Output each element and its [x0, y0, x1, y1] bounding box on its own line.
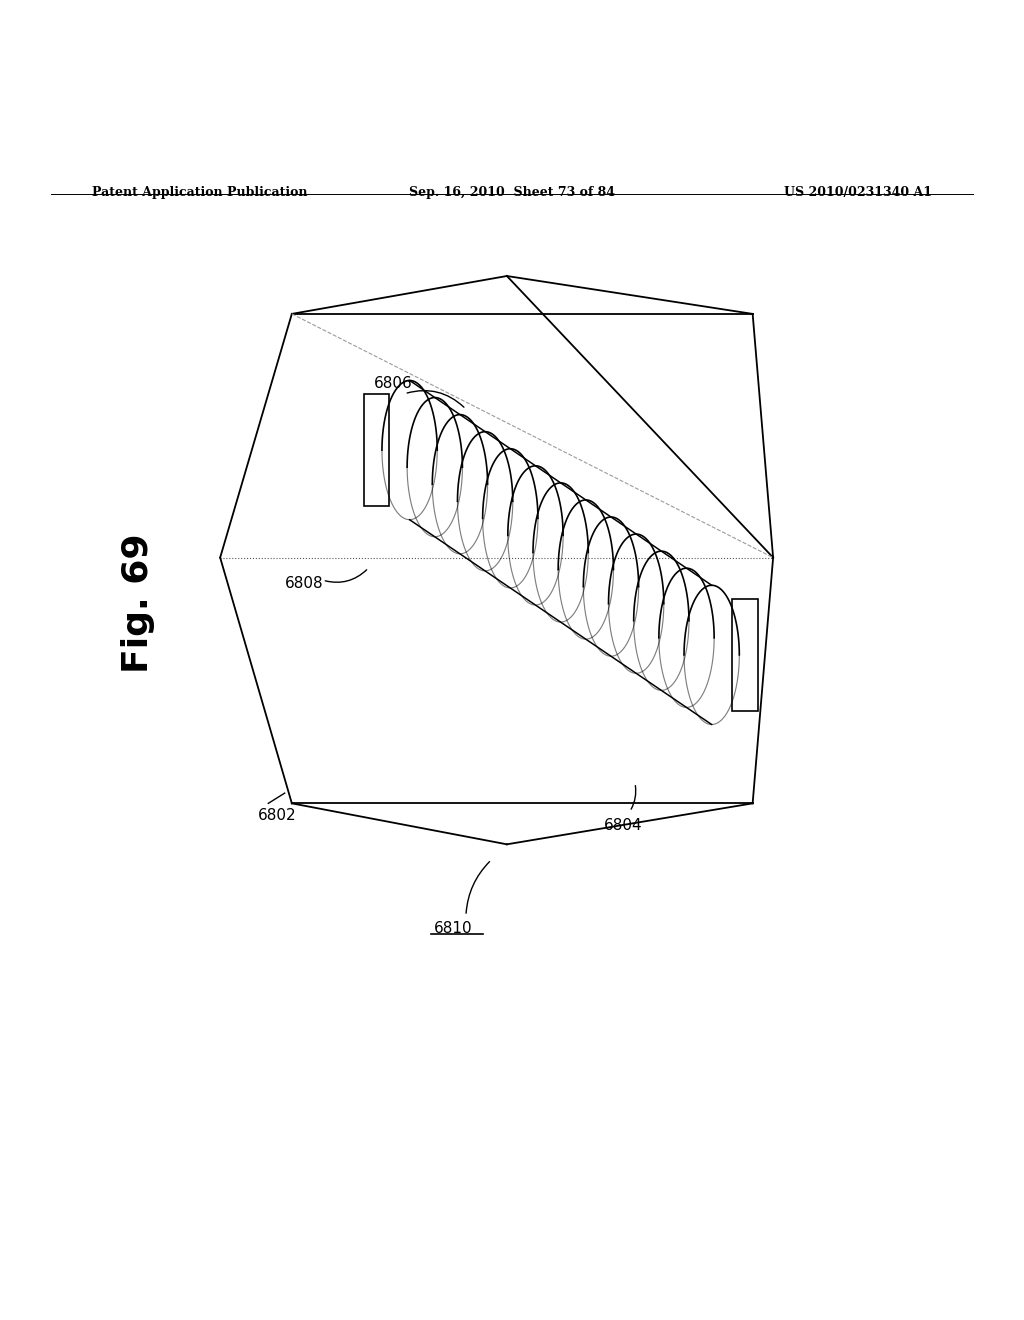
Text: Sep. 16, 2010  Sheet 73 of 84: Sep. 16, 2010 Sheet 73 of 84 — [409, 186, 615, 199]
Text: Patent Application Publication: Patent Application Publication — [92, 186, 307, 199]
Text: 6808: 6808 — [285, 576, 324, 591]
Text: US 2010/0231340 A1: US 2010/0231340 A1 — [783, 186, 932, 199]
Text: 6806: 6806 — [374, 376, 413, 391]
Text: 6810: 6810 — [434, 921, 473, 936]
Text: 6802: 6802 — [258, 808, 297, 824]
Text: 6804: 6804 — [604, 818, 643, 833]
Text: Fig. 69: Fig. 69 — [121, 533, 156, 673]
